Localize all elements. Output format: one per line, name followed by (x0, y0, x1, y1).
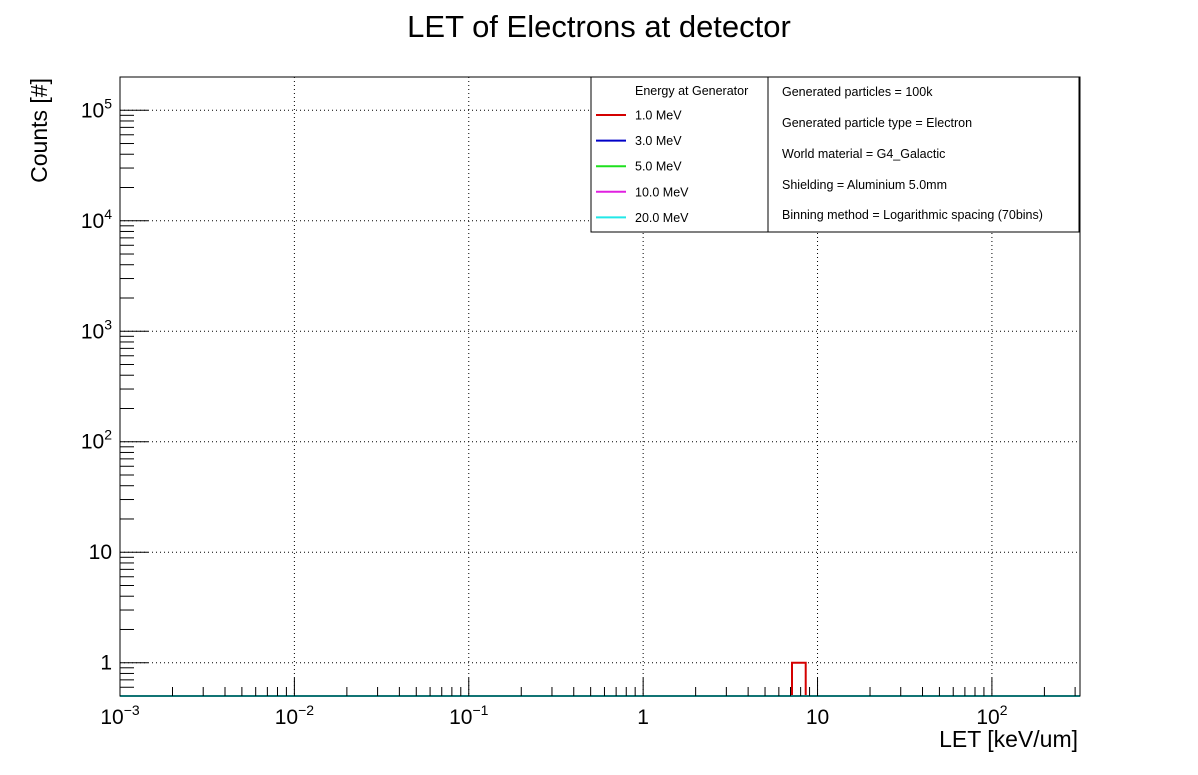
y-axis: 1 10 102 103 104 105 (81, 95, 148, 688)
x-tick-label: 10−1 (449, 702, 489, 729)
legend-label: 1.0 MeV (635, 109, 682, 123)
y-tick-label: 102 (81, 427, 112, 454)
y-tick-label: 105 (81, 95, 112, 122)
info-line-binning: Binning method = Logarithmic spacing (70… (782, 208, 1043, 222)
x-tick-label: 1 (637, 706, 649, 729)
legend-label: 20.0 MeV (635, 211, 689, 225)
chart-title: LET of Electrons at detector (407, 9, 791, 44)
info-line-shielding: Shielding = Aluminium 5.0mm (782, 178, 947, 192)
info-line-world-material: World material = G4_Galactic (782, 147, 945, 161)
legend-header: Energy at Generator (635, 84, 748, 98)
y-axis-label: Counts [#] (26, 78, 52, 183)
y-tick-label: 10 (89, 541, 112, 564)
legend-box (590, 76, 1080, 233)
legend-label: 3.0 MeV (635, 134, 682, 148)
legend-label: 10.0 MeV (635, 185, 689, 199)
y-tick-label: 104 (81, 206, 112, 233)
x-tick-label: 102 (976, 702, 1007, 729)
x-axis-label: LET [keV/um] (939, 726, 1078, 752)
series-layer (120, 661, 1080, 697)
x-axis: 10−3 10−2 10−1 1 10 102 (100, 678, 1076, 729)
legend: Energy at Generator 1.0 MeV 3.0 MeV 5.0 Me… (590, 76, 1080, 233)
legend-info: Generated particles = 100k Generated par… (782, 85, 1043, 222)
info-line-particle-type: Generated particle type = Electron (782, 116, 972, 130)
series-line-0 (120, 661, 1080, 697)
x-tick-label: 10−3 (100, 702, 140, 729)
x-tick-label: 10−2 (275, 702, 315, 729)
legend-label: 5.0 MeV (635, 160, 682, 174)
info-line-particles: Generated particles = 100k (782, 85, 933, 99)
legend-entries: 1.0 MeV 3.0 MeV 5.0 MeV 10.0 MeV 20.0 MeV (596, 109, 689, 225)
y-tick-label: 103 (81, 316, 112, 343)
y-tick-label: 1 (100, 652, 112, 675)
x-tick-label: 10 (806, 706, 829, 729)
